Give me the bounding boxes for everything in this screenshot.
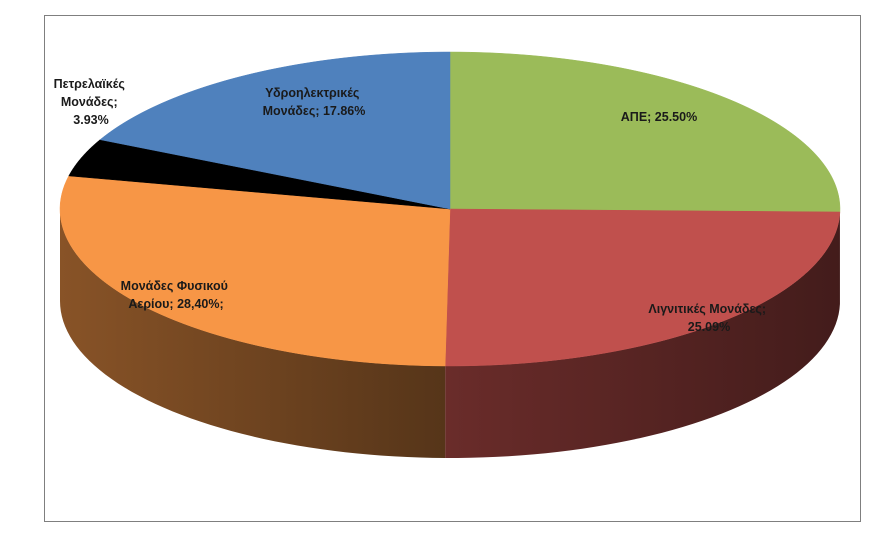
- slice-label-oil-line3: 3.93%: [73, 113, 108, 127]
- slice-gas: [59, 175, 451, 367]
- slice-ape: [449, 51, 841, 213]
- slice-lignite: [444, 208, 841, 367]
- slice-label-lignite-line1: Λιγνιτικές Μονάδες;: [648, 302, 766, 316]
- slice-hydro: [99, 51, 451, 210]
- slice-label-ape: ΑΠΕ; 25.50%: [621, 110, 697, 124]
- slice-label-gas-line1: Μονάδες Φυσικού: [121, 279, 228, 293]
- slice-label-oil-line2: Μονάδες;: [61, 95, 118, 109]
- slice-label-hydro: Υδροηλεκτρικές Μονάδες; 17.86%: [263, 86, 366, 118]
- pie-tops: [59, 51, 841, 367]
- slice-side-lignite: [445, 211, 840, 458]
- slice-label-oil-line1: Πετρελαϊκές: [54, 77, 125, 91]
- pie-sides: [60, 209, 840, 458]
- slice-label-oil: Πετρελαϊκές Μονάδες; 3.93%: [54, 77, 129, 127]
- slice-label-gas-line2: Αερίου; 28,40%;: [128, 297, 223, 311]
- slice-side-gas: [60, 209, 446, 458]
- slice-label-ape-line1: ΑΠΕ; 25.50%: [621, 110, 697, 124]
- slice-label-hydro-line2: Μονάδες; 17.86%: [263, 104, 366, 118]
- slice-label-hydro-line1: Υδροηλεκτρικές: [265, 86, 359, 100]
- slice-label-gas: Μονάδες Φυσικού Αερίου; 28,40%;: [121, 279, 232, 311]
- slice-label-lignite-line2: 25.09%: [688, 320, 730, 334]
- slice-oil: [68, 139, 451, 210]
- slice-label-lignite: Λιγνιτικές Μονάδες; 25.09%: [648, 302, 769, 334]
